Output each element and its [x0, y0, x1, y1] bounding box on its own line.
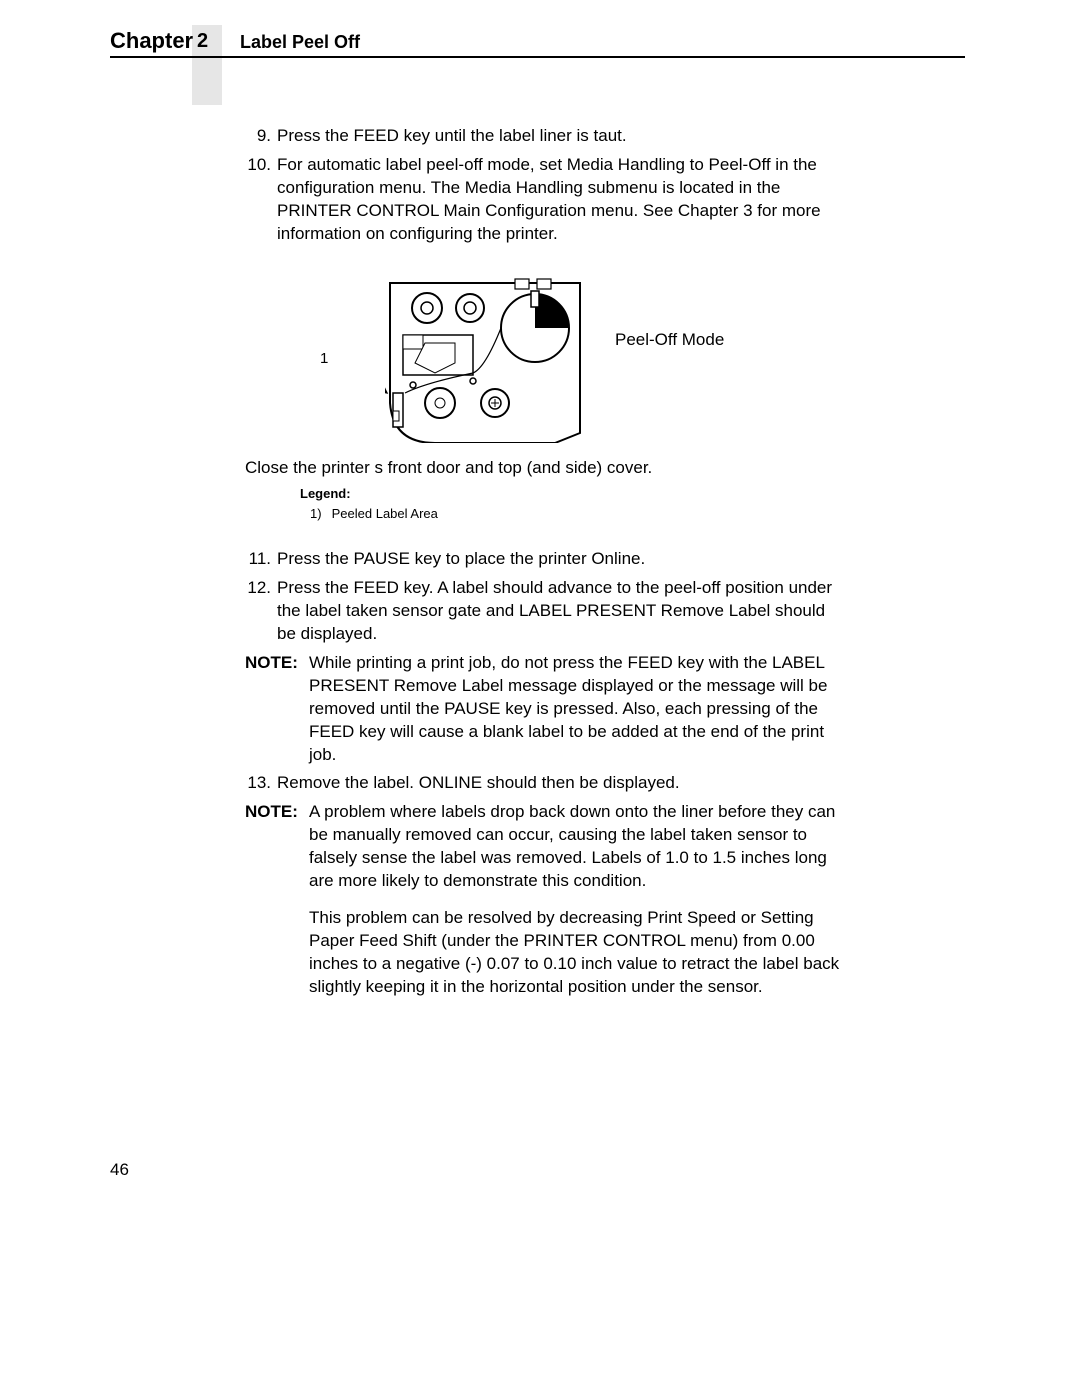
callout-1: 1 — [320, 350, 328, 367]
chapter-number: 2 — [197, 30, 208, 53]
page: Chapter 2 Label Peel Off 9. Press the FE… — [0, 0, 1080, 1397]
step-text: Press the PAUSE key to place the printer… — [277, 548, 840, 571]
step-13: 13. Remove the label. ONLINE should then… — [245, 772, 840, 795]
step-10: 10. For automatic label peel-off mode, s… — [245, 154, 840, 246]
legend-title: Legend: — [300, 486, 351, 501]
chapter-label: Chapter — [110, 28, 193, 54]
section-title: Label Peel Off — [240, 32, 360, 53]
step-number: 13. — [245, 772, 277, 795]
figure-instruction: Close the printer s front door and top (… — [245, 458, 652, 478]
note-text: A problem where labels drop back down on… — [309, 801, 840, 893]
step-text: For automatic label peel-off mode, set M… — [277, 154, 840, 246]
figure: 1 Peel-Off Mode — [245, 268, 840, 538]
note-label: NOTE: — [245, 652, 309, 767]
note-text: While printing a print job, do not press… — [309, 652, 840, 767]
legend-item-text: Peeled Label Area — [332, 506, 438, 521]
printer-diagram — [385, 273, 585, 443]
step-number: 10. — [245, 154, 277, 246]
step-11: 11. Press the PAUSE key to place the pri… — [245, 548, 840, 571]
step-9: 9. Press the FEED key until the label li… — [245, 125, 840, 148]
steps-top: 9. Press the FEED key until the label li… — [245, 125, 840, 252]
header-rule — [110, 56, 965, 58]
note-1: NOTE: While printing a print job, do not… — [245, 652, 840, 767]
legend-item-number: 1) — [310, 506, 328, 521]
steps-bottom: 11. Press the PAUSE key to place the pri… — [245, 548, 840, 1005]
note-2: NOTE: A problem where labels drop back d… — [245, 801, 840, 893]
legend-item-1: 1) Peeled Label Area — [310, 506, 438, 521]
step-12: 12. Press the FEED key. A label should a… — [245, 577, 840, 646]
step-number: 12. — [245, 577, 277, 646]
step-text: Press the FEED key until the label liner… — [277, 125, 840, 148]
page-number: 46 — [110, 1160, 129, 1180]
step-text: Remove the label. ONLINE should then be … — [277, 772, 840, 795]
step-number: 9. — [245, 125, 277, 148]
note-2-continuation: This problem can be resolved by decreasi… — [309, 907, 840, 999]
step-text: Press the FEED key. A label should advan… — [277, 577, 840, 646]
figure-caption: Peel-Off Mode — [615, 330, 724, 350]
step-number: 11. — [245, 548, 277, 571]
note-label: NOTE: — [245, 801, 309, 893]
